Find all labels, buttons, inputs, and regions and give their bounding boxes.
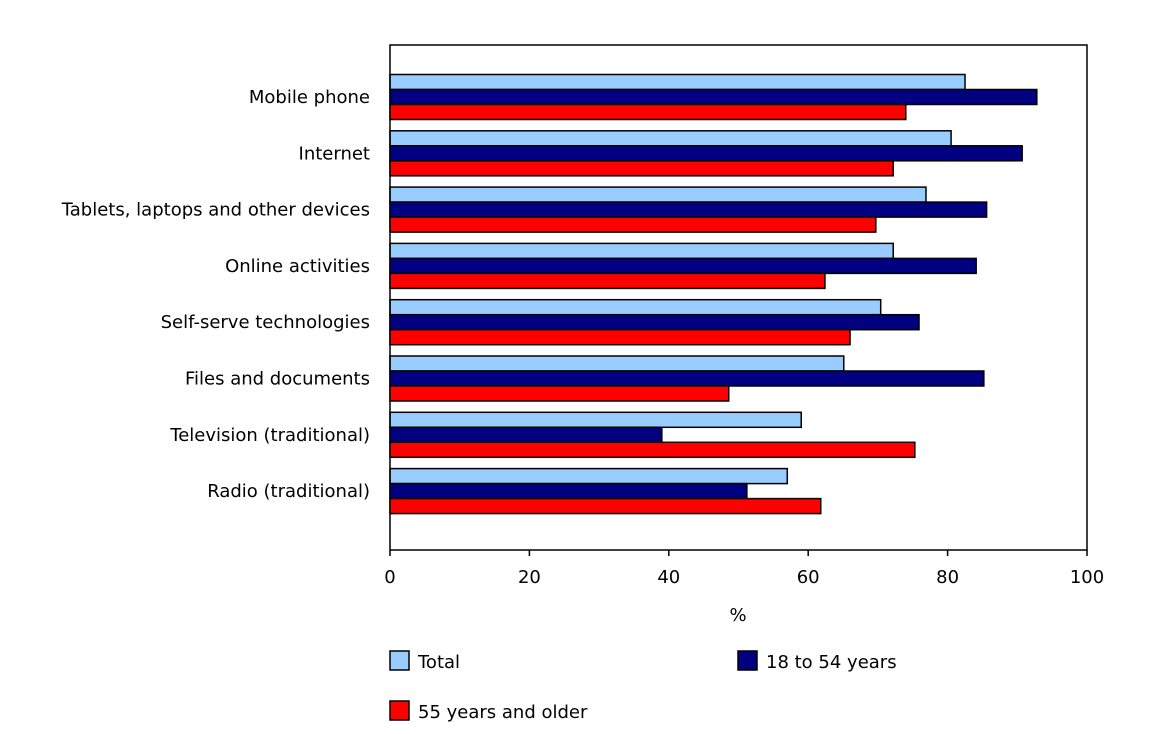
x-tick-label: 80 (936, 567, 959, 588)
bar-18-to-54-years (389, 482, 748, 500)
bar-total (389, 467, 789, 485)
legend: Total 18 to 54 years 55 years and older (389, 650, 897, 723)
category-label: Self-serve technologies (161, 312, 370, 333)
x-axis-label: % (729, 605, 746, 626)
x-tick-label: 40 (657, 567, 680, 588)
category-label: Mobile phone (249, 87, 370, 108)
category-label: Online activities (225, 256, 370, 277)
bar-total (389, 186, 927, 203)
bar-55-years-and-older (389, 216, 877, 233)
legend-label: Total (417, 652, 460, 673)
bar-total (389, 298, 882, 316)
legend-label: 18 to 54 years (766, 652, 897, 673)
legend-swatch (389, 700, 410, 721)
bar-total (389, 411, 802, 429)
bar-18-to-54-years (389, 370, 985, 387)
category-label: Files and documents (185, 369, 370, 390)
bar-55-years-and-older (389, 272, 826, 290)
bar-55-years-and-older (389, 103, 907, 121)
category-label: Internet (299, 143, 370, 164)
plot-frame (389, 44, 1088, 551)
bar-55-years-and-older (389, 497, 822, 515)
bar-55-years-and-older (389, 385, 730, 402)
legend-swatch (737, 650, 758, 671)
category-label: Radio (traditional) (207, 481, 370, 502)
x-tick-label: 100 (1070, 567, 1104, 588)
bar-total (389, 355, 845, 372)
bar-55-years-and-older (389, 328, 851, 346)
x-tick-label: 60 (797, 567, 820, 588)
category-labels: Mobile phone Internet Tablets, laptops and… (61, 87, 370, 502)
bar-55-years-and-older (389, 160, 894, 177)
bar-18-to-54-years (389, 88, 1038, 106)
bar-total (389, 242, 894, 260)
bars-layer (389, 73, 1038, 515)
bar-total (389, 73, 966, 91)
x-tick-label: 20 (518, 567, 541, 588)
bar-18-to-54-years (389, 426, 663, 444)
x-tick-label: 0 (384, 567, 395, 588)
bar-18-to-54-years (389, 201, 988, 218)
bar-18-to-54-years (389, 145, 1023, 162)
bar-18-to-54-years (389, 313, 920, 331)
legend-label: 55 years and older (418, 702, 588, 723)
x-axis-ticks: 0 20 40 60 80 100 (384, 550, 1104, 588)
legend-swatch (389, 650, 410, 671)
bar-18-to-54-years (389, 257, 977, 275)
bar-55-years-and-older (389, 441, 916, 459)
category-label: Television (traditional) (169, 425, 370, 446)
bar-total (389, 130, 952, 147)
category-label: Tablets, laptops and other devices (61, 200, 370, 221)
